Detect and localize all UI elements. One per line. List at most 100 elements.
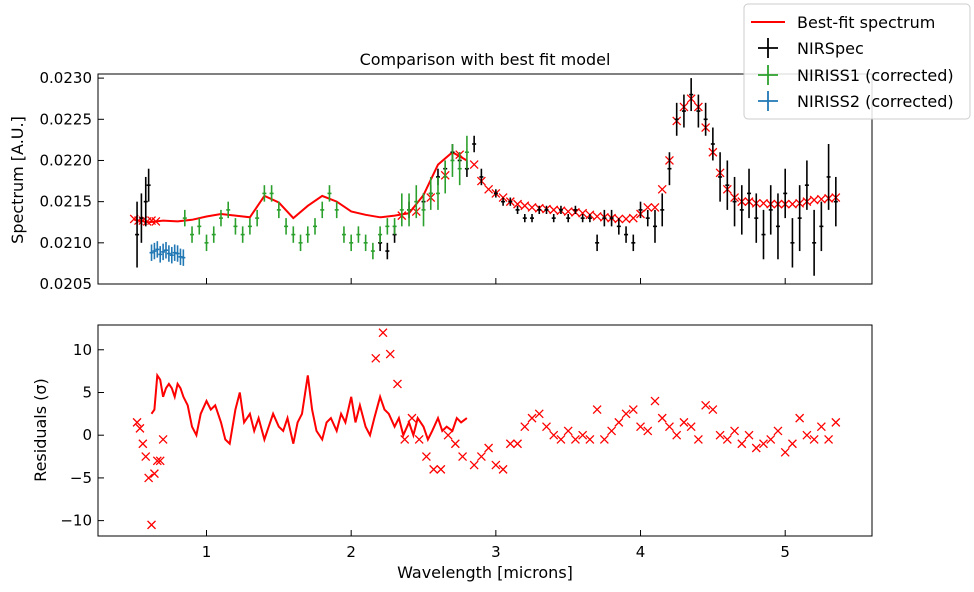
x-marker-nirspec-residuals [144, 473, 154, 483]
errorbar-point-nirspec [143, 176, 148, 227]
x-marker-nirspec-residuals [393, 379, 402, 389]
x-marker-nirspec-residuals [498, 464, 508, 474]
spectrum-ytick-label: 0.0225 [40, 110, 93, 128]
residuals-marks [132, 328, 841, 530]
errorbar-point-nirspec [135, 201, 140, 268]
errorbar-point-niriss1-corrected [392, 218, 397, 235]
x-marker-best-fit-spectrum-binned [650, 202, 660, 212]
x-marker-best-fit-spectrum-binned [816, 194, 826, 204]
x-marker-best-fit-spectrum-binned [809, 195, 819, 205]
x-marker-nirspec-residuals [450, 439, 460, 449]
errorbar-point-nirspec [739, 185, 744, 235]
x-marker-nirspec-residuals [158, 435, 168, 444]
x-marker-best-fit-spectrum-binned [520, 201, 530, 211]
errorbar-point-niriss1-corrected [269, 185, 274, 202]
residuals-panel: Residuals (σ) Wavelength [microns] −10 −5… [31, 324, 873, 582]
errorbar-point-niriss1-corrected [443, 160, 448, 194]
residuals-ytick-label: 5 [82, 383, 92, 401]
errorbar-point-niriss1-corrected [255, 209, 260, 227]
errorbar-point-niriss1-corrected [211, 226, 216, 243]
residuals-xtick-label: 4 [636, 543, 646, 561]
x-marker-nirspec-residuals [679, 417, 689, 427]
x-marker-best-fit-spectrum-binned [657, 184, 667, 194]
spectrum-panel: Comparison with best fit model Spectrum … [8, 50, 873, 293]
errorbar-point-nirspec [645, 209, 650, 227]
x-marker-nirspec-residuals [414, 435, 424, 444]
errorbar-point-nirspec [609, 209, 614, 227]
series-line-best-fit-spectrum [134, 150, 468, 224]
x-marker-best-fit-spectrum-binned [643, 202, 653, 212]
x-marker-nirspec-residuals [371, 353, 381, 363]
x-marker-nirspec-residuals [708, 405, 718, 415]
errorbar-point-nirspec [710, 127, 715, 161]
x-marker-nirspec-residuals [657, 413, 667, 423]
legend: Best-fit spectrum NIRSpec NIRISS1 (corre… [743, 3, 971, 120]
errorbar-point-niriss2-corrected [181, 249, 186, 266]
x-marker-nirspec-residuals [766, 435, 776, 444]
errorbar-point-nirspec [479, 168, 484, 186]
errorbar-point-niriss1-corrected [435, 176, 440, 210]
errorbar-point-niriss1-corrected [450, 144, 455, 177]
errorbar-point-nirspec [544, 205, 549, 214]
errorbar-point-niriss2-corrected [175, 245, 180, 262]
x-marker-best-fit-spectrum-binned [469, 160, 479, 170]
errorbar-point-niriss1-corrected [428, 176, 433, 210]
errorbar-point-nirspec [703, 102, 708, 136]
errorbar-point-nirspec [624, 226, 629, 243]
errorbar-point-nirspec [812, 209, 817, 276]
errorbar-point-niriss1-corrected [414, 185, 419, 219]
x-marker-nirspec-residuals [469, 460, 479, 470]
errorbar-point-niriss1-corrected [262, 185, 267, 202]
errorbar-point-nirspec [551, 214, 556, 223]
x-marker-nirspec-residuals [505, 439, 515, 449]
residuals-ticks: −10 −5 0 5 10 1 2 3 4 5 [60, 341, 790, 561]
x-marker-nirspec-residuals [664, 422, 674, 432]
x-marker-nirspec-residuals [138, 439, 148, 449]
x-marker-best-fit-spectrum-binned [787, 199, 797, 209]
x-marker-nirspec-residuals [607, 426, 617, 436]
x-marker-best-fit-spectrum-binned [563, 207, 573, 216]
x-marker-nirspec-residuals [155, 456, 165, 466]
x-marker-nirspec-residuals [520, 422, 530, 432]
x-marker-nirspec-residuals [730, 426, 740, 436]
errorbar-point-niriss2-corrected [178, 248, 183, 266]
legend-label-niriss2: NIRISS2 (corrected) [797, 92, 954, 111]
errorbar-point-nirspec [674, 102, 679, 136]
errorbar-point-nirspec [602, 209, 607, 227]
errorbar-point-niriss1-corrected [291, 226, 296, 243]
x-marker-nirspec-residuals [744, 430, 754, 440]
spectrum-plot-frame [97, 73, 873, 285]
residuals-xtick-label: 5 [780, 543, 790, 561]
errorbar-point-nirspec [667, 152, 672, 186]
x-marker-nirspec-residuals [378, 328, 388, 338]
spectrum-ytick-label: 0.0210 [40, 234, 93, 252]
x-marker-nirspec-residuals [141, 452, 151, 462]
x-marker-nirspec-residuals [816, 422, 826, 432]
x-marker-nirspec-residuals [556, 435, 566, 444]
errorbar-point-nirspec [638, 201, 643, 219]
legend-frame [743, 3, 971, 120]
x-marker-nirspec-residuals [780, 447, 790, 457]
x-marker-nirspec-residuals [599, 435, 609, 444]
x-marker-nirspec-residuals [715, 430, 725, 440]
errorbar-point-niriss1-corrected [356, 226, 361, 243]
errorbar-point-niriss2-corrected [166, 245, 171, 262]
errorbar-point-niriss2-corrected [158, 246, 163, 263]
errorbar-point-niriss1-corrected [327, 185, 332, 202]
errorbar-point-niriss1-corrected [457, 152, 462, 186]
x-marker-nirspec-residuals [570, 435, 580, 444]
errorbar-point-nirspec [689, 78, 694, 112]
x-marker-nirspec-residuals [436, 464, 446, 474]
legend-swatch-niriss2 [758, 91, 778, 111]
errorbar-point-niriss2-corrected [169, 246, 174, 264]
x-marker-nirspec-residuals [491, 460, 501, 470]
x-marker-nirspec-residuals [643, 426, 653, 436]
x-marker-nirspec-residuals [563, 426, 573, 436]
errorbar-point-niriss1-corrected [399, 193, 404, 227]
errorbar-point-niriss1-corrected [421, 193, 426, 227]
errorbar-point-niriss1-corrected [197, 218, 202, 235]
x-marker-nirspec-residuals [672, 430, 682, 440]
errorbar-point-nirspec [826, 144, 831, 210]
errorbar-point-nirspec [732, 176, 737, 227]
